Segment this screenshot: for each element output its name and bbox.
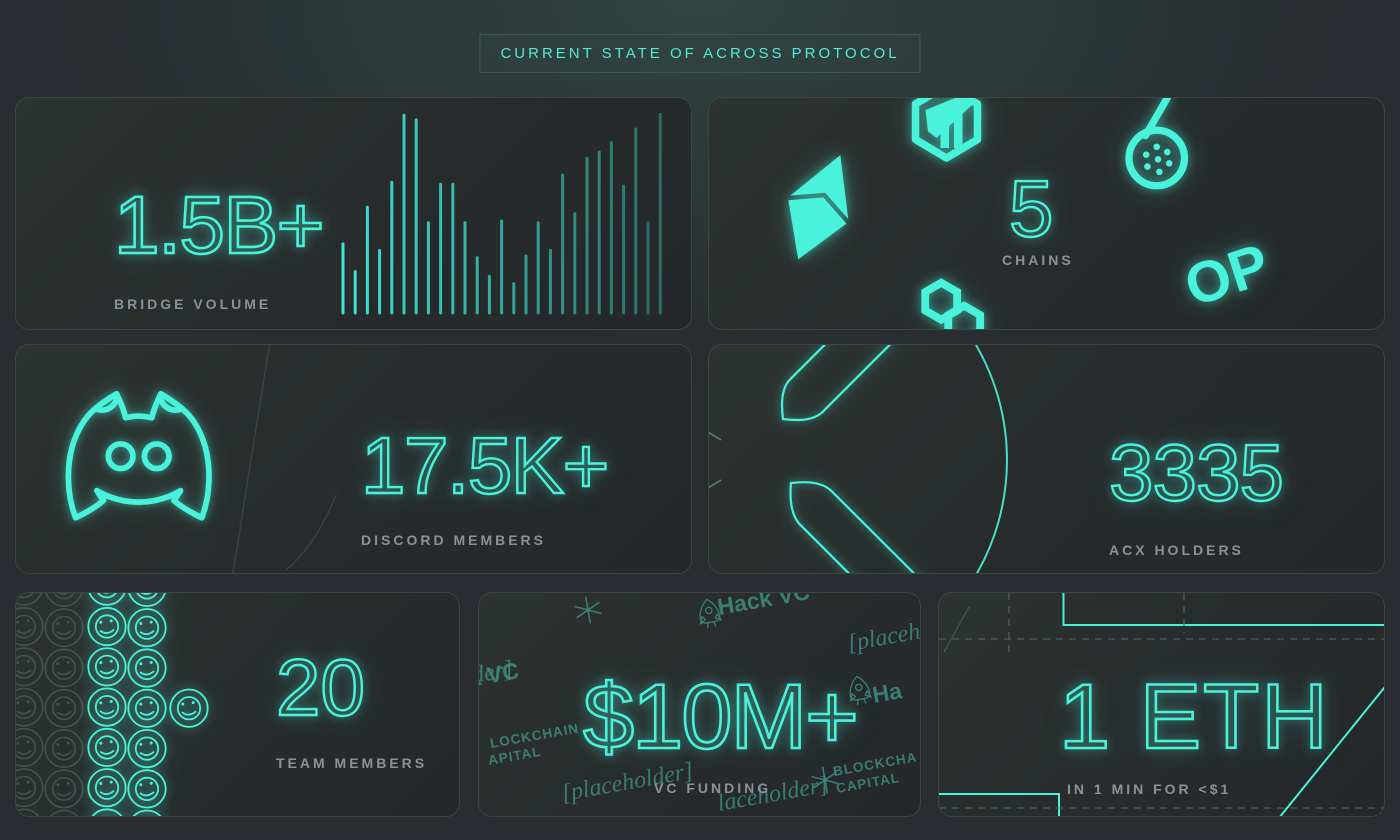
svg-text:5: 5 xyxy=(1009,164,1054,253)
svg-text:OP: OP xyxy=(1177,232,1277,320)
svg-text:1 ETH: 1 ETH xyxy=(1059,666,1330,768)
svg-text:3335: 3335 xyxy=(1109,428,1283,517)
svg-text:1.5B+: 1.5B+ xyxy=(114,180,323,271)
svg-text:17.5K+: 17.5K+ xyxy=(361,421,608,510)
svg-text:20: 20 xyxy=(276,643,365,732)
svg-text:$10M+: $10M+ xyxy=(583,666,857,768)
